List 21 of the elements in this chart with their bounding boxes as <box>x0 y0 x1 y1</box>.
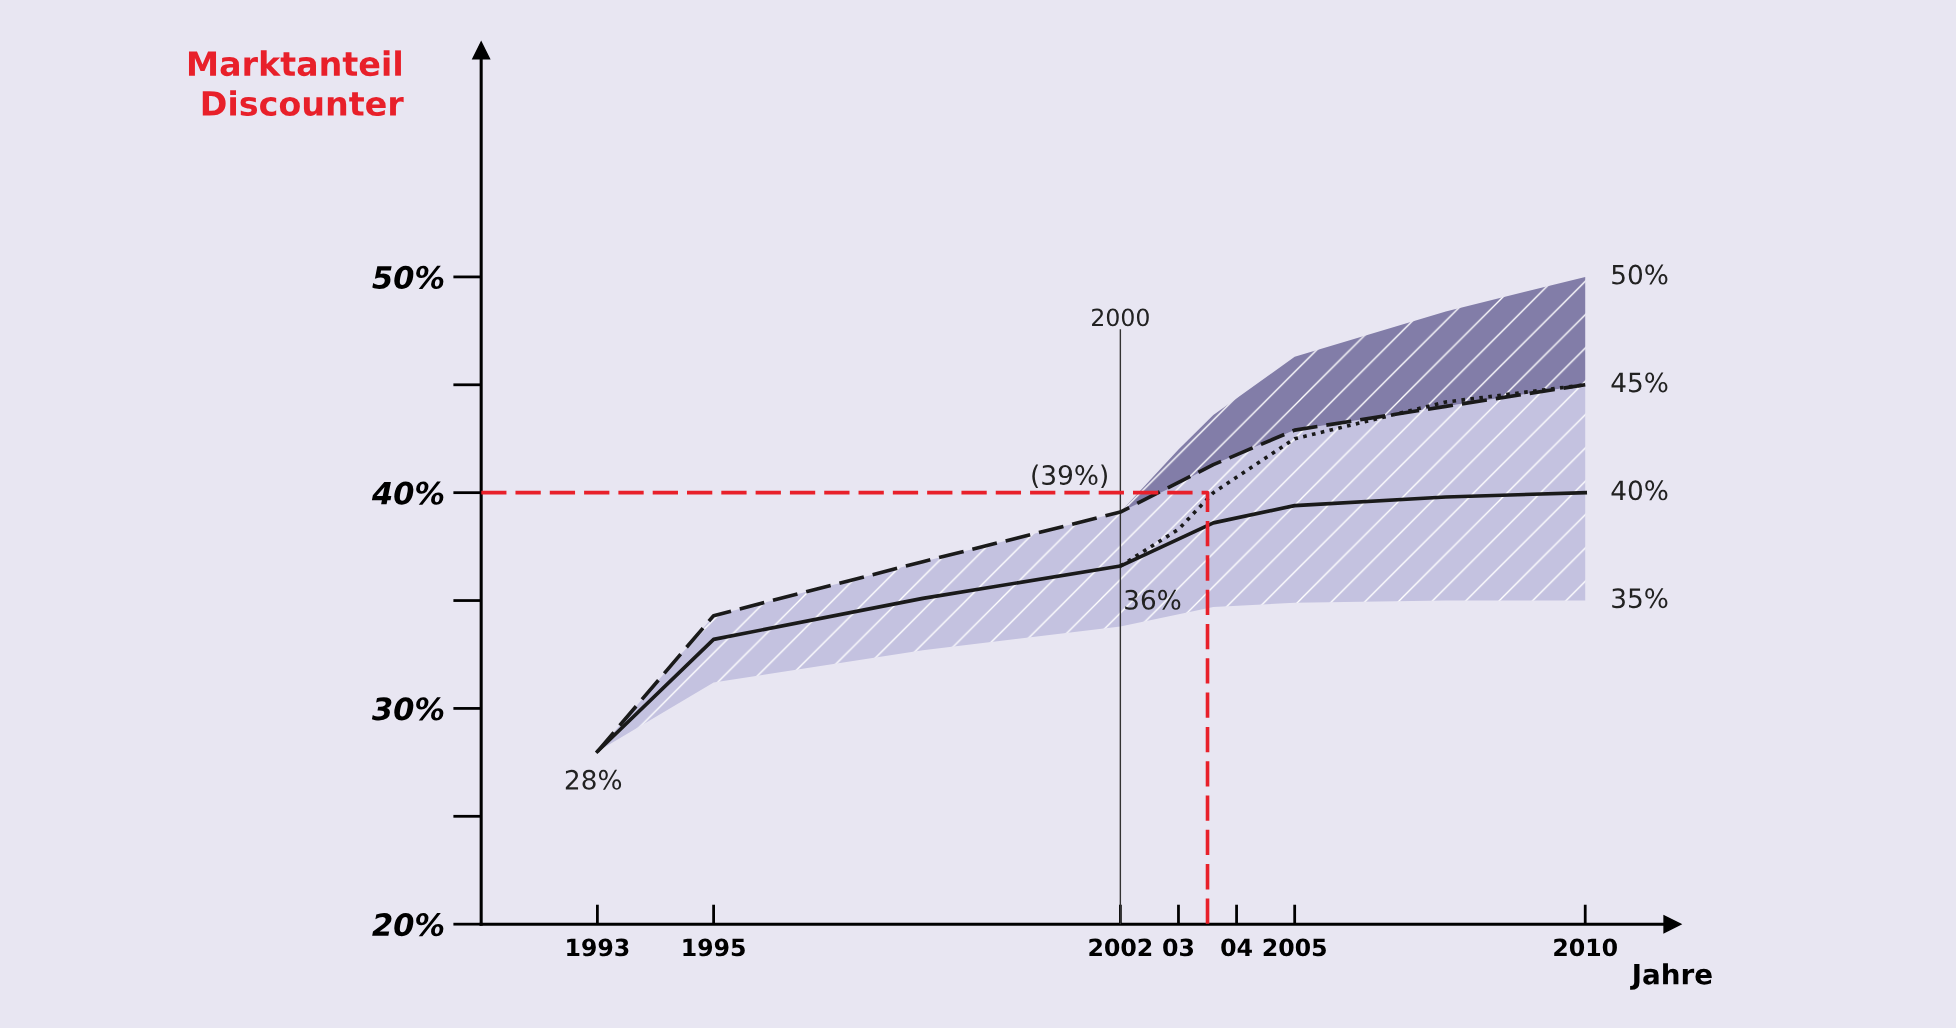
x-axis-title: Jahre <box>1630 963 1712 990</box>
y-tick-label: 20% <box>372 913 444 937</box>
annotation: 40% <box>1611 480 1668 501</box>
annotation: 28% <box>565 769 622 790</box>
annotation: 36% <box>1125 589 1181 610</box>
y-tick-label: 30% <box>371 697 444 721</box>
x-tick-label: 2002 <box>1089 938 1152 957</box>
y-tick-label: 50% <box>372 265 444 289</box>
x-tick-label: 1993 <box>567 938 629 957</box>
x-tick-label: 03 <box>1163 938 1194 957</box>
x-tick-label: 04 <box>1221 938 1252 957</box>
x-tick-label: 2010 <box>1554 938 1617 957</box>
annotation: 2000 <box>1092 308 1149 327</box>
y-axis-title: Marktanteil Discounter <box>188 50 404 117</box>
annotation: (39%) <box>1032 464 1107 489</box>
x-tick-label: 2005 <box>1263 938 1326 957</box>
annotation: 45% <box>1611 372 1668 393</box>
x-tick-label: 1995 <box>683 938 745 957</box>
annotation: 50% <box>1612 264 1668 285</box>
annotation: 35% <box>1612 588 1668 609</box>
y-tick-label: 40% <box>371 481 444 505</box>
